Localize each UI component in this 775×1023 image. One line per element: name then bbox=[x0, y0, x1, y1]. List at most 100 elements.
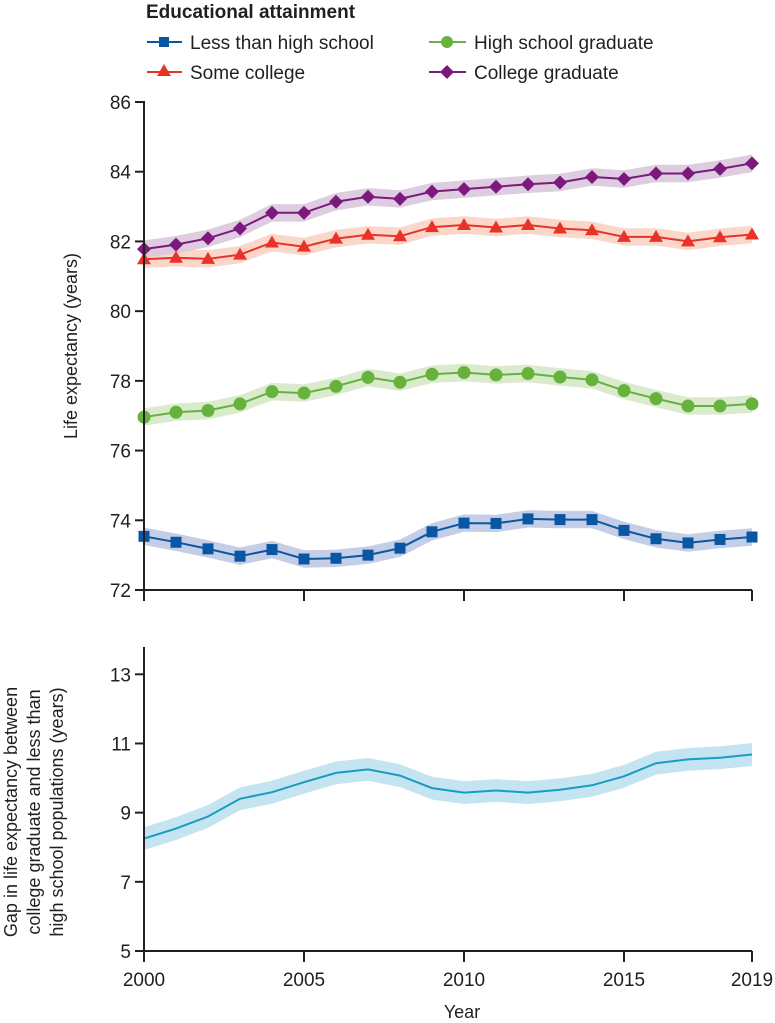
y-tick-label: 86 bbox=[110, 93, 131, 114]
point-high-school-graduate-2005 bbox=[297, 386, 311, 400]
point-some-college-2019 bbox=[745, 227, 759, 240]
point-high-school-graduate-2018 bbox=[713, 399, 727, 413]
point-less-than-high-school-2006 bbox=[330, 552, 342, 564]
y-tick-label: 13 bbox=[110, 665, 131, 686]
x-tick-label: 2000 bbox=[123, 970, 165, 991]
legend-label: College graduate bbox=[474, 63, 619, 84]
point-college-graduate-2011 bbox=[489, 179, 503, 194]
point-college-graduate-2006 bbox=[329, 194, 343, 209]
point-high-school-graduate-2015 bbox=[617, 384, 631, 398]
x-tick-label: 2010 bbox=[443, 970, 485, 991]
point-college-graduate-2014 bbox=[585, 169, 599, 184]
point-some-college-2009 bbox=[425, 220, 439, 233]
point-high-school-graduate-2012 bbox=[521, 367, 535, 381]
point-less-than-high-school-2004 bbox=[266, 544, 278, 556]
point-high-school-graduate-2010 bbox=[457, 365, 471, 379]
y-tick-label: 74 bbox=[110, 511, 132, 532]
point-some-college-2001 bbox=[169, 250, 183, 263]
point-less-than-high-school-2008 bbox=[394, 542, 406, 554]
point-college-graduate-2012 bbox=[521, 177, 535, 192]
point-high-school-graduate-2013 bbox=[553, 370, 567, 384]
confidence-band bbox=[144, 743, 752, 850]
legend-item-less-than-high-school: Less than high school bbox=[147, 33, 374, 54]
point-less-than-high-school-2011 bbox=[490, 517, 502, 529]
point-college-graduate-2010 bbox=[457, 182, 471, 197]
point-high-school-graduate-2017 bbox=[681, 399, 695, 413]
point-less-than-high-school-2019 bbox=[746, 531, 758, 543]
point-some-college-2006 bbox=[329, 231, 343, 244]
point-high-school-graduate-2014 bbox=[585, 373, 599, 387]
y-tick-label: 76 bbox=[110, 442, 131, 463]
point-some-college-2013 bbox=[553, 221, 567, 234]
point-less-than-high-school-2017 bbox=[682, 537, 694, 549]
point-high-school-graduate-2016 bbox=[649, 392, 663, 406]
point-high-school-graduate-2019 bbox=[745, 397, 759, 411]
diamond-marker-icon bbox=[440, 65, 454, 79]
legend-item-high-school-graduate: High school graduate bbox=[429, 33, 654, 54]
y-ticks: 72 74 76 78 80 82 84 86 bbox=[110, 93, 144, 602]
point-some-college-2018 bbox=[713, 230, 727, 243]
x-tick-label: 2005 bbox=[283, 970, 325, 991]
point-some-college-2003 bbox=[233, 247, 247, 260]
point-high-school-graduate-2004 bbox=[265, 385, 279, 399]
band-high-school-graduate bbox=[144, 363, 752, 426]
point-college-graduate-2003 bbox=[233, 221, 247, 236]
point-less-than-high-school-2009 bbox=[426, 526, 438, 538]
band-college-graduate bbox=[144, 154, 752, 258]
point-college-graduate-2019 bbox=[745, 156, 759, 171]
legend-title: Educational attainment bbox=[146, 2, 356, 23]
point-college-graduate-2016 bbox=[649, 166, 663, 181]
point-less-than-high-school-2013 bbox=[554, 514, 566, 526]
y-axis-label-line-3: high school populations (years) bbox=[47, 687, 67, 936]
confidence-bands bbox=[144, 154, 752, 568]
y-axis-label-line-1: Gap in life expectancy between bbox=[1, 687, 21, 937]
point-college-graduate-2005 bbox=[297, 205, 311, 220]
y-ticks: 5 7 9 11 13 bbox=[110, 665, 144, 963]
point-high-school-graduate-2008 bbox=[393, 375, 407, 389]
point-high-school-graduate-2003 bbox=[233, 397, 247, 411]
x-ticks bbox=[143, 590, 753, 601]
point-college-graduate-2013 bbox=[553, 175, 567, 190]
point-some-college-2011 bbox=[489, 220, 503, 233]
line-some-college bbox=[143, 223, 753, 261]
point-college-graduate-2004 bbox=[265, 205, 279, 220]
point-high-school-graduate-2002 bbox=[201, 403, 215, 417]
y-axis-label-line-2: college graduate and less than bbox=[24, 689, 44, 934]
square-marker-icon bbox=[159, 37, 169, 47]
point-less-than-high-school-2012 bbox=[522, 513, 534, 525]
band-gap bbox=[144, 743, 752, 850]
point-less-than-high-school-2005 bbox=[298, 553, 310, 565]
y-tick-label: 84 bbox=[110, 163, 132, 184]
point-some-college-2012 bbox=[521, 218, 535, 231]
point-some-college-2017 bbox=[681, 234, 695, 247]
point-college-graduate-2009 bbox=[425, 184, 439, 199]
point-college-graduate-2015 bbox=[617, 172, 631, 187]
point-college-graduate-2001 bbox=[169, 237, 183, 252]
point-some-college-2005 bbox=[297, 239, 311, 252]
point-less-than-high-school-2010 bbox=[458, 517, 470, 529]
x-tick-label: 2019 bbox=[731, 970, 773, 991]
point-some-college-2008 bbox=[393, 229, 407, 242]
point-less-than-high-school-2001 bbox=[170, 536, 182, 548]
band-some-college bbox=[144, 216, 752, 268]
point-less-than-high-school-2007 bbox=[362, 549, 374, 561]
point-some-college-2016 bbox=[649, 229, 663, 242]
band-less-than-high-school bbox=[144, 510, 752, 568]
triangle-marker-icon bbox=[157, 64, 171, 76]
point-college-graduate-2018 bbox=[713, 161, 727, 176]
point-less-than-high-school-2015 bbox=[618, 524, 630, 536]
point-some-college-2004 bbox=[265, 235, 279, 248]
y-tick-label: 78 bbox=[110, 372, 131, 393]
point-college-graduate-2002 bbox=[201, 231, 215, 246]
x-axis-label: Year bbox=[444, 1002, 480, 1022]
point-high-school-graduate-2006 bbox=[329, 379, 343, 393]
y-tick-label: 5 bbox=[120, 942, 131, 963]
point-some-college-2015 bbox=[617, 229, 631, 242]
y-tick-label: 7 bbox=[120, 873, 131, 894]
legend-item-college-graduate: College graduate bbox=[429, 63, 619, 84]
point-high-school-graduate-2001 bbox=[169, 405, 183, 419]
point-college-graduate-2008 bbox=[393, 191, 407, 206]
circle-marker-icon bbox=[441, 36, 453, 48]
y-tick-label: 72 bbox=[110, 581, 131, 602]
